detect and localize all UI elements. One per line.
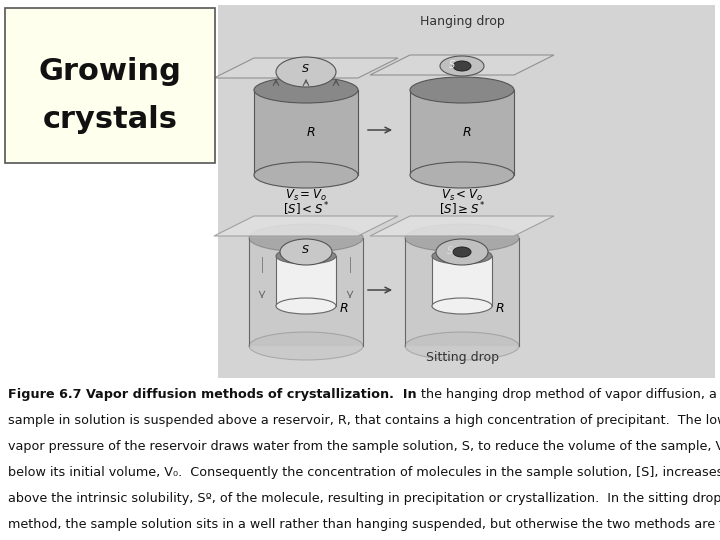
Ellipse shape: [440, 56, 484, 76]
Ellipse shape: [432, 248, 492, 264]
Text: S: S: [449, 60, 455, 70]
Text: Figure 6.7 Vapor diffusion methods of crystallization.  In: Figure 6.7 Vapor diffusion methods of cr…: [8, 388, 417, 401]
Ellipse shape: [276, 298, 336, 314]
Text: S: S: [302, 245, 310, 255]
Ellipse shape: [410, 162, 514, 188]
Text: Growing: Growing: [39, 57, 181, 86]
Ellipse shape: [410, 77, 514, 103]
Text: S: S: [302, 64, 310, 74]
Polygon shape: [254, 90, 358, 175]
Text: R: R: [495, 302, 504, 315]
Text: S: S: [447, 246, 453, 256]
Polygon shape: [370, 55, 554, 75]
Text: R: R: [340, 302, 348, 315]
Polygon shape: [432, 256, 492, 306]
Text: $[S] \geq S^*$: $[S] \geq S^*$: [438, 200, 485, 218]
Text: the hanging drop method of vapor diffusion, a: the hanging drop method of vapor diffusi…: [417, 388, 716, 401]
Ellipse shape: [254, 162, 358, 188]
Polygon shape: [249, 238, 363, 346]
Polygon shape: [218, 5, 715, 378]
Ellipse shape: [453, 247, 471, 257]
Text: below its initial volume, V₀.  Consequently the concentration of molecules in th: below its initial volume, V₀. Consequent…: [8, 466, 720, 479]
Polygon shape: [405, 238, 519, 346]
Polygon shape: [410, 90, 514, 175]
Text: vapor pressure of the reservoir draws water from the sample solution, S, to redu: vapor pressure of the reservoir draws wa…: [8, 440, 720, 453]
Text: $V_s < V_o$: $V_s < V_o$: [441, 188, 483, 203]
Ellipse shape: [280, 239, 332, 265]
Ellipse shape: [436, 239, 488, 265]
Ellipse shape: [405, 332, 519, 360]
Text: Sitting drop: Sitting drop: [426, 352, 498, 365]
Ellipse shape: [405, 224, 519, 252]
Polygon shape: [214, 216, 398, 236]
Text: $[S] < S^*$: $[S] < S^*$: [282, 200, 330, 218]
Text: above the intrinsic solubility, Sº, of the molecule, resulting in precipitation : above the intrinsic solubility, Sº, of t…: [8, 492, 720, 505]
Ellipse shape: [432, 298, 492, 314]
Text: sample in solution is suspended above a reservoir, R, that contains a high conce: sample in solution is suspended above a …: [8, 414, 720, 427]
Ellipse shape: [276, 248, 336, 264]
Ellipse shape: [249, 332, 363, 360]
Text: R: R: [463, 126, 472, 139]
Ellipse shape: [276, 57, 336, 87]
Text: method, the sample solution sits in a well rather than hanging suspended, but ot: method, the sample solution sits in a we…: [8, 518, 720, 531]
Polygon shape: [370, 216, 554, 236]
Text: Hanging drop: Hanging drop: [420, 16, 505, 29]
Ellipse shape: [254, 77, 358, 103]
Text: R: R: [307, 126, 315, 139]
Polygon shape: [214, 58, 398, 78]
Polygon shape: [276, 256, 336, 306]
Ellipse shape: [453, 61, 471, 71]
Text: crystals: crystals: [42, 105, 178, 134]
FancyBboxPatch shape: [5, 8, 215, 163]
Text: $V_s = V_o$: $V_s = V_o$: [285, 188, 327, 203]
Ellipse shape: [249, 224, 363, 252]
